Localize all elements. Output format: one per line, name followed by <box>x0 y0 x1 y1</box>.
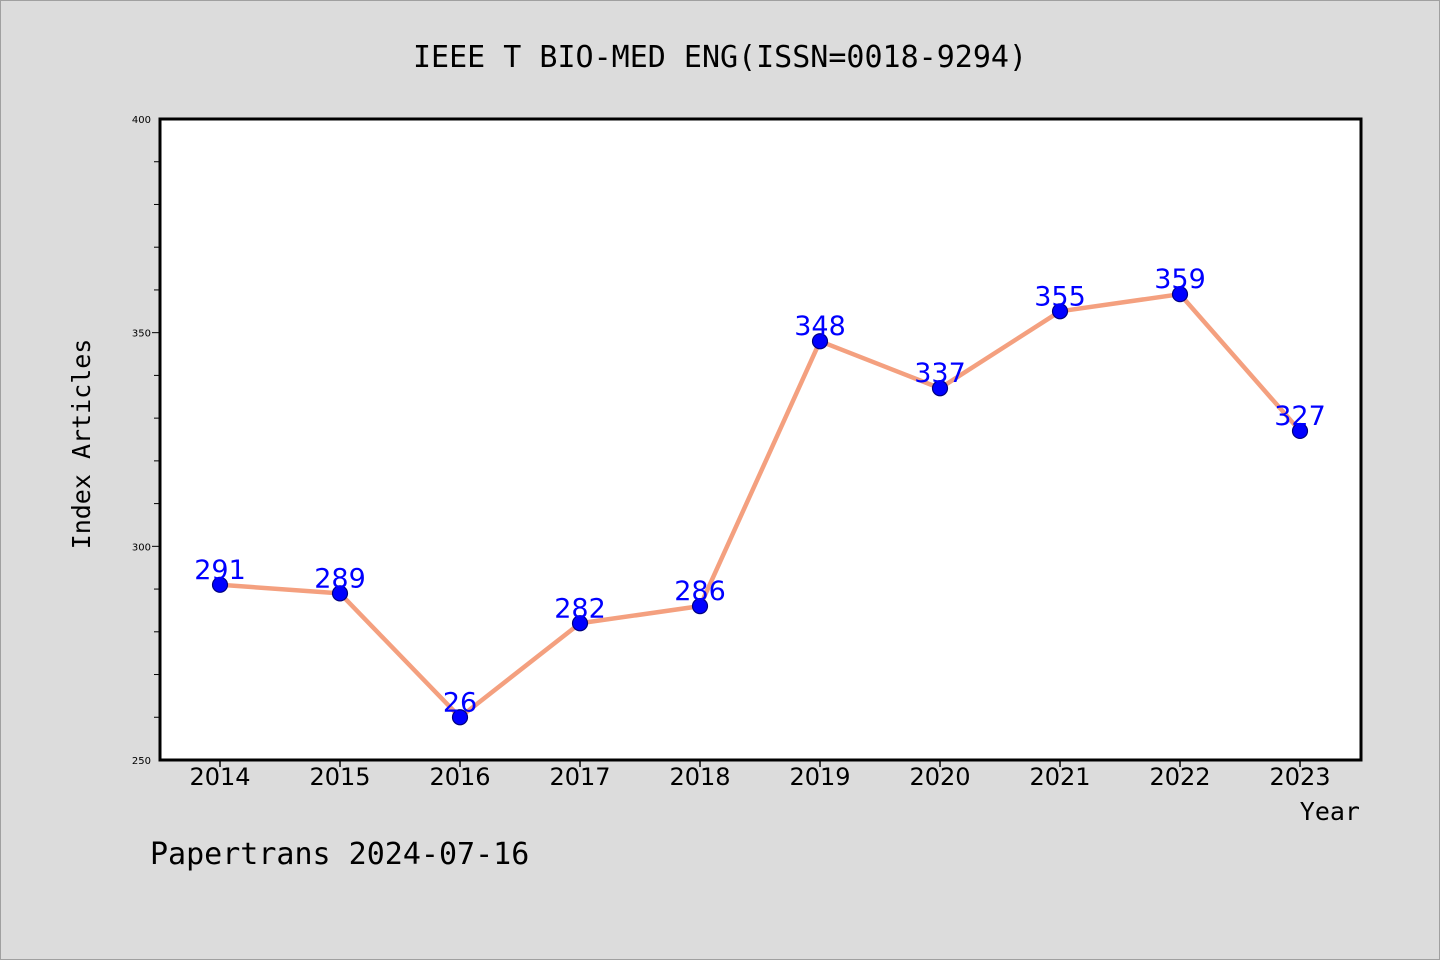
data-point-2022 <box>1171 286 1189 303</box>
x-axis-label: Year <box>1300 797 1360 826</box>
x-tick-label: 2018 <box>669 763 730 791</box>
data-label-2020: 337 <box>914 358 966 389</box>
data-label-layer: 291 289 26 282 286 348 337 355 359 327 <box>194 264 1326 718</box>
data-point-2016 <box>451 709 469 726</box>
x-tick-label: 2022 <box>1149 763 1210 791</box>
x-tick-label: 2015 <box>309 763 370 791</box>
data-point-2017 <box>571 615 589 632</box>
x-tick-label: 2017 <box>549 763 610 791</box>
data-label-2016: 26 <box>443 687 477 718</box>
data-label-2014: 291 <box>194 555 246 586</box>
data-point-2014 <box>211 576 229 593</box>
series-line <box>217 291 1303 720</box>
x-tick-label: 2021 <box>1029 763 1090 791</box>
series-line-layer <box>217 291 1303 720</box>
plot-area <box>158 117 1363 762</box>
data-label-2019: 348 <box>794 311 846 342</box>
data-label-2017: 282 <box>554 593 606 624</box>
chart-title: IEEE T BIO-MED ENG(ISSN=0018-9294) <box>413 40 1027 75</box>
x-tick-label: 2023 <box>1269 763 1330 791</box>
x-tick-label: 2016 <box>429 763 490 791</box>
y-axis-label: Index Articles <box>67 339 96 550</box>
data-point-2023 <box>1291 422 1309 440</box>
x-tick-label: 2019 <box>789 763 850 791</box>
footer-note: Papertrans 2024-07-16 <box>150 837 529 872</box>
data-point-2018 <box>691 598 709 615</box>
data-point-2021 <box>1051 303 1069 320</box>
y-tick-label: 350 <box>132 329 151 340</box>
data-label-2015: 289 <box>314 563 366 594</box>
y-axis-ticks: 250 300 350 400 <box>132 115 160 767</box>
y-tick-label: 300 <box>132 542 151 553</box>
data-label-2022: 359 <box>1154 264 1206 295</box>
x-axis-ticks: 2014 2015 2016 2017 2018 2019 2020 2021 2022 2023 <box>189 760 1331 791</box>
data-point-2015 <box>331 585 349 602</box>
data-point-2019 <box>811 333 829 350</box>
data-marker-layer <box>211 286 1309 726</box>
data-point-2020 <box>931 380 949 397</box>
data-label-2018: 286 <box>674 576 726 607</box>
y-tick-label: 400 <box>132 115 151 126</box>
y-tick-label: 250 <box>132 756 151 767</box>
x-tick-label: 2020 <box>909 763 970 791</box>
x-tick-label: 2014 <box>189 763 250 791</box>
data-label-2021: 355 <box>1034 281 1086 312</box>
data-label-2023: 327 <box>1274 401 1326 432</box>
